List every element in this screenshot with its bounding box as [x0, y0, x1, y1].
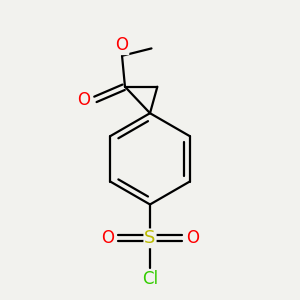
Text: Cl: Cl: [142, 270, 158, 288]
Text: O: O: [116, 36, 128, 54]
Text: O: O: [77, 91, 90, 109]
Text: O: O: [186, 229, 199, 247]
Text: O: O: [101, 229, 114, 247]
Text: S: S: [144, 229, 156, 247]
